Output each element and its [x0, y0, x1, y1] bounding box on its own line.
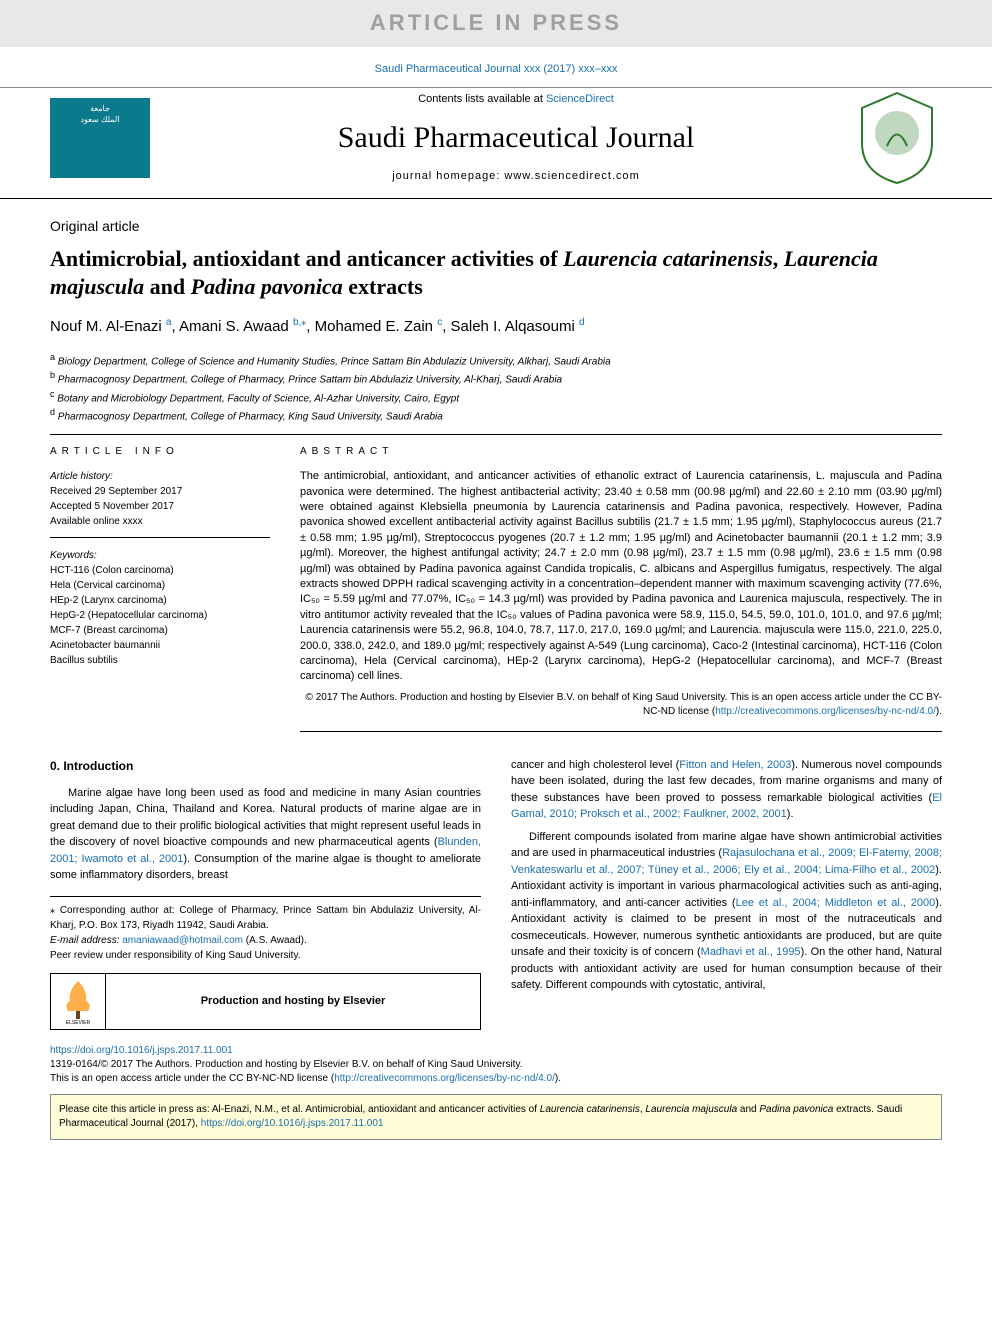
title-pre: Antimicrobial, antioxidant and anticance…	[50, 246, 563, 271]
elsevier-hosting-box: ELSEVIER Production and hosting by Elsev…	[50, 973, 481, 1030]
doi-copyright-line: 1319-0164/© 2017 The Authors. Production…	[50, 1058, 942, 1072]
intro-p3: Different compounds isolated from marine…	[511, 829, 942, 994]
keywords-block: Keywords: HCT-116 (Colon carcinoma) Hela…	[50, 548, 270, 668]
cite-sp2: Laurencia majuscula	[645, 1104, 737, 1115]
email-suffix: (A.S. Awaad).	[243, 935, 307, 946]
contents-prefix: Contents lists available at	[418, 93, 546, 105]
article-title: Antimicrobial, antioxidant and anticance…	[50, 245, 942, 302]
author-4: Saleh I. Alqasoumi	[451, 318, 575, 335]
author-4-aff[interactable]: d	[579, 317, 585, 328]
keyword-1: HCT-116 (Colon carcinoma)	[50, 563, 270, 578]
citation-top: Saudi Pharmaceutical Journal xxx (2017) …	[0, 47, 992, 87]
society-logo-right	[852, 88, 942, 188]
university-logo-left: جامعةالملك سعود	[50, 98, 150, 178]
cite-sp3: Padina pavonica	[759, 1104, 833, 1115]
author-1: Nouf M. Al-Enazi	[50, 318, 162, 335]
doi-block: https://doi.org/10.1016/j.jsps.2017.11.0…	[50, 1044, 942, 1086]
intro-p1: Marine algae have long been used as food…	[50, 785, 481, 884]
body-col-right: cancer and high cholesterol level (Fitto…	[511, 757, 942, 1030]
article-info-column: ARTICLE INFO Article history: Received 2…	[50, 445, 270, 731]
received-date: Received 29 September 2017	[50, 484, 270, 499]
main-body: 0. Introduction Marine algae have long b…	[50, 757, 942, 1030]
intro-p2: cancer and high cholesterol level (Fitto…	[511, 757, 942, 823]
homepage-url: www.sciencedirect.com	[504, 170, 639, 182]
cite-doi-link[interactable]: https://doi.org/10.1016/j.jsps.2017.11.0…	[201, 1118, 384, 1129]
cite-sp1: Laurencia catarinensis	[540, 1104, 640, 1115]
license-link[interactable]: http://creativecommons.org/licenses/by-n…	[715, 706, 936, 717]
authors-list: Nouf M. Al-Enazi a, Amani S. Awaad b,⁎, …	[50, 316, 942, 337]
affiliations-block: a Biology Department, College of Science…	[50, 351, 942, 435]
footnote-block: ⁎ Corresponding author at: College of Ph…	[50, 896, 481, 1030]
email-line: E-mail address: amaniawaad@hotmail.com (…	[50, 933, 481, 948]
university-logo-text: جامعةالملك سعود	[50, 98, 150, 130]
title-mid1: ,	[773, 246, 784, 271]
affiliation-c: c Botany and Microbiology Department, Fa…	[50, 388, 942, 406]
online-date: Available online xxxx	[50, 514, 270, 529]
doi-link[interactable]: https://doi.org/10.1016/j.jsps.2017.11.0…	[50, 1045, 233, 1056]
author-2: Amani S. Awaad	[179, 318, 289, 335]
peer-review-note: Peer review under responsibility of King…	[50, 948, 481, 963]
elsevier-logo: ELSEVIER	[51, 974, 106, 1029]
doi-license-link[interactable]: http://creativecommons.org/licenses/by-n…	[334, 1073, 555, 1084]
history-label: Article history:	[50, 469, 270, 484]
intro-heading: 0. Introduction	[50, 757, 481, 775]
abstract-column: ABSTRACT The antimicrobial, antioxidant,…	[300, 445, 942, 731]
elsevier-hosting-text: Production and hosting by Elsevier	[106, 987, 480, 1016]
abstract-copyright: © 2017 The Authors. Production and hosti…	[300, 691, 942, 719]
article-history-block: Article history: Received 29 September 2…	[50, 469, 270, 538]
keyword-2: Hela (Cervical carcinoma)	[50, 578, 270, 593]
email-label: E-mail address:	[50, 935, 122, 946]
svg-text:ELSEVIER: ELSEVIER	[66, 1020, 91, 1026]
abstract-block: The antimicrobial, antioxidant, and anti…	[300, 469, 942, 731]
article-type: Original article	[50, 217, 942, 237]
keywords-label: Keywords:	[50, 548, 270, 563]
article-in-press-banner: ARTICLE IN PRESS	[0, 0, 992, 47]
elsevier-tree-icon: ELSEVIER	[58, 976, 98, 1026]
banner-text: ARTICLE IN PRESS	[0, 8, 992, 39]
citation-top-link[interactable]: Saudi Pharmaceutical Journal xxx (2017) …	[375, 63, 618, 75]
sciencedirect-link[interactable]: ScienceDirect	[546, 93, 614, 105]
email-link[interactable]: amaniawaad@hotmail.com	[122, 935, 243, 946]
doi-license-line: This is an open access article under the…	[50, 1072, 942, 1086]
journal-name: Saudi Pharmaceutical Journal	[180, 117, 852, 159]
abstract-header: ABSTRACT	[300, 445, 942, 459]
keyword-3: HEp-2 (Larynx carcinoma)	[50, 593, 270, 608]
copyright-close: ).	[936, 706, 942, 717]
author-3-aff[interactable]: c	[437, 317, 442, 328]
cite-t1: Please cite this article in press as: Al…	[59, 1104, 540, 1115]
keyword-4: HepG-2 (Hepatocellular carcinoma)	[50, 608, 270, 623]
article-info-header: ARTICLE INFO	[50, 445, 270, 459]
ref-fitton[interactable]: Fitton and Helen, 2003	[679, 759, 791, 771]
affiliation-d: d Pharmacognosy Department, College of P…	[50, 406, 942, 424]
homepage-prefix: journal homepage:	[392, 170, 504, 182]
affiliation-a: a Biology Department, College of Science…	[50, 351, 942, 369]
title-post: extracts	[343, 274, 423, 299]
title-species-1: Laurencia catarinensis	[563, 246, 773, 271]
title-mid2: and	[144, 274, 190, 299]
ref-lee-middleton[interactable]: Lee et al., 2004; Middleton et al., 2000	[736, 897, 936, 909]
author-1-aff[interactable]: a	[166, 317, 172, 328]
journal-header: جامعةالملك سعود Contents lists available…	[0, 87, 992, 199]
body-col-left: 0. Introduction Marine algae have long b…	[50, 757, 481, 1030]
journal-center-block: Contents lists available at ScienceDirec…	[180, 92, 852, 185]
ref-madhavi[interactable]: Madhavi et al., 1995	[701, 946, 801, 958]
abstract-text: The antimicrobial, antioxidant, and anti…	[300, 469, 942, 684]
keyword-6: Acinetobacter baumannii	[50, 638, 270, 653]
keyword-7: Bacillus subtilis	[50, 653, 270, 668]
corresponding-star[interactable]: ⁎	[301, 317, 306, 328]
cite-t3: and	[737, 1104, 759, 1115]
citation-box: Please cite this article in press as: Al…	[50, 1094, 942, 1140]
author-3: Mohamed E. Zain	[315, 318, 433, 335]
journal-homepage: journal homepage: www.sciencedirect.com	[180, 169, 852, 184]
info-abstract-row: ARTICLE INFO Article history: Received 2…	[50, 445, 942, 731]
accepted-date: Accepted 5 November 2017	[50, 499, 270, 514]
title-species-3: Padina pavonica	[191, 274, 343, 299]
contents-line: Contents lists available at ScienceDirec…	[180, 92, 852, 107]
corresponding-author-note: ⁎ Corresponding author at: College of Ph…	[50, 903, 481, 933]
society-logo-svg	[852, 88, 942, 188]
affiliation-b: b Pharmacognosy Department, College of P…	[50, 369, 942, 387]
keyword-5: MCF-7 (Breast carcinoma)	[50, 623, 270, 638]
